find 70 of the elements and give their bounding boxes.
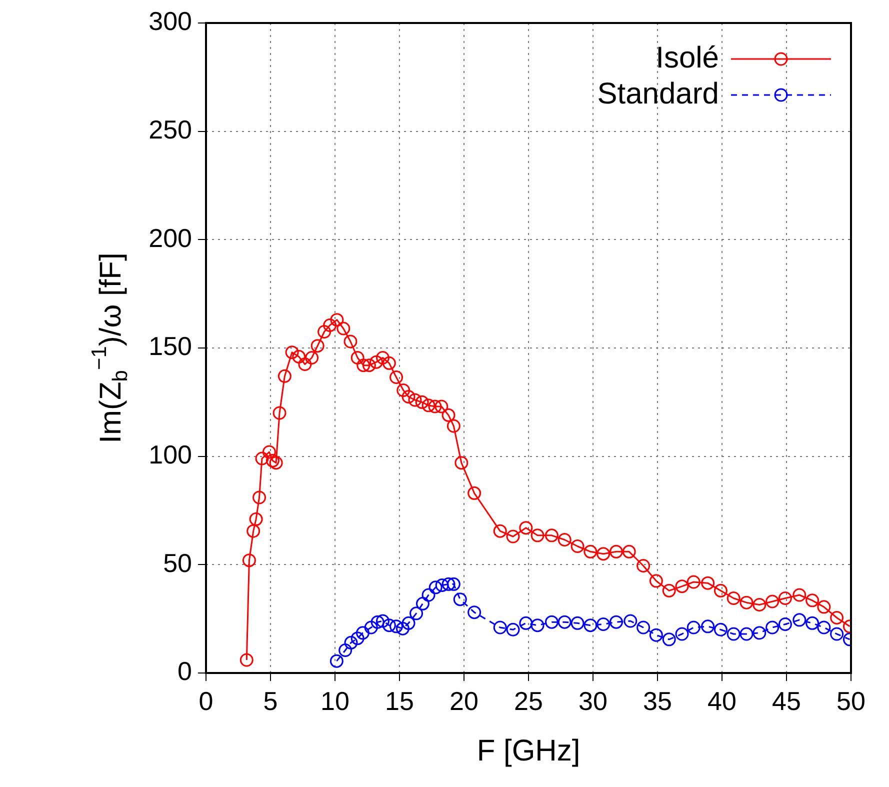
- point: [714, 622, 728, 636]
- point: [422, 588, 436, 602]
- point: [382, 618, 396, 632]
- point: [830, 627, 844, 641]
- legend-label: Standard: [597, 77, 719, 110]
- legend-label: Isolé: [656, 41, 719, 74]
- point: [766, 620, 780, 634]
- x-tick-label: 15: [385, 686, 414, 716]
- x-tick-label: 25: [514, 686, 543, 716]
- point: [446, 577, 460, 591]
- y-tick-label: 150: [148, 331, 192, 362]
- point: [740, 627, 754, 641]
- point: [390, 620, 404, 634]
- x-tick-label: 40: [708, 686, 736, 716]
- point: [350, 632, 364, 646]
- point: [609, 615, 623, 629]
- point: [396, 622, 410, 636]
- point: [344, 636, 358, 650]
- point: [410, 606, 424, 620]
- point: [416, 596, 430, 610]
- y-tick-label: 50: [163, 548, 192, 578]
- point: [662, 632, 676, 646]
- y-tick-label: 100: [148, 440, 192, 470]
- point: [530, 618, 544, 632]
- point: [506, 622, 520, 636]
- point: [402, 616, 416, 630]
- point: [453, 592, 467, 606]
- point: [596, 618, 610, 631]
- x-tick-label: 30: [578, 686, 608, 716]
- point: [544, 615, 558, 629]
- point: [778, 618, 792, 631]
- point: [338, 644, 352, 657]
- point: [792, 613, 806, 627]
- y-tick-label: 300: [148, 6, 192, 36]
- point: [624, 614, 638, 628]
- y-axis-title: Im(Zb−1)/ω [fF]: [88, 252, 132, 444]
- point: [493, 620, 507, 634]
- point: [330, 654, 344, 668]
- point: [686, 620, 700, 634]
- x-tick-label: 20: [450, 686, 478, 716]
- x-tick-label: 50: [836, 686, 866, 716]
- point: [570, 616, 584, 630]
- point: [442, 577, 456, 591]
- point: [817, 620, 831, 634]
- point: [435, 578, 449, 592]
- x-tick-label: 5: [263, 686, 278, 716]
- y-tick-label: 0: [178, 656, 192, 686]
- x-axis-title: F [GHz]: [476, 734, 580, 768]
- point: [468, 606, 482, 620]
- x-tick-label: 45: [772, 686, 801, 716]
- point: [356, 626, 370, 640]
- x-tick-label: 0: [198, 686, 214, 716]
- point: [364, 620, 378, 634]
- point: [428, 580, 442, 594]
- point: [806, 616, 820, 630]
- point: [584, 618, 598, 632]
- point: [519, 616, 533, 630]
- point: [636, 620, 650, 634]
- point: [376, 614, 390, 628]
- point: [649, 628, 663, 642]
- point: [752, 626, 766, 640]
- y-tick-label: 200: [148, 222, 192, 253]
- y-tick-label: 250: [148, 114, 192, 145]
- point: [675, 627, 689, 641]
- x-tick-label: 10: [320, 686, 350, 716]
- point: [558, 615, 572, 629]
- point: [701, 620, 715, 634]
- point: [726, 627, 740, 641]
- point: [370, 615, 384, 629]
- x-tick-label: 35: [643, 686, 672, 716]
